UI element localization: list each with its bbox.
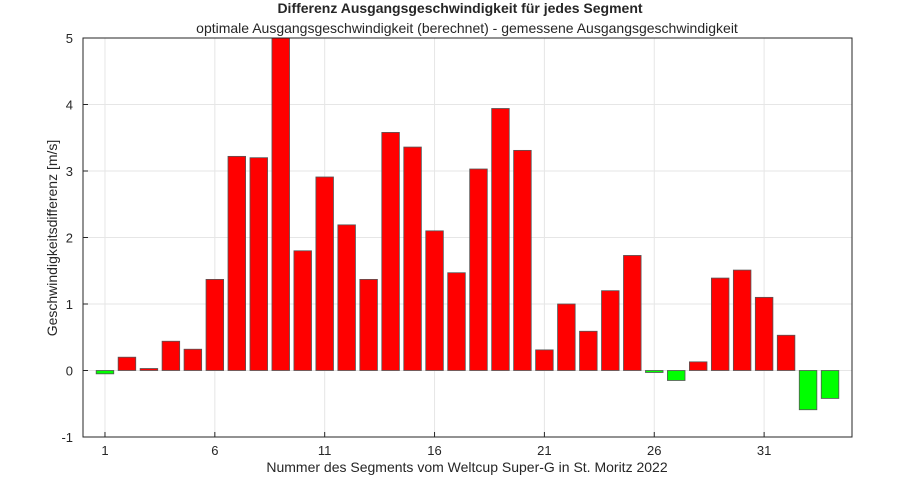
y-tick-label: 1 — [66, 297, 73, 312]
bar-segment-3 — [139, 368, 159, 371]
x-tick-label: 31 — [757, 443, 771, 458]
x-tick-label: 1 — [101, 443, 108, 458]
y-tick-label: 3 — [66, 164, 73, 179]
bar-segment-11 — [315, 176, 334, 371]
bar-segment-4 — [161, 340, 181, 371]
y-tick-label: 0 — [66, 364, 73, 379]
bar-segment-7 — [227, 155, 246, 371]
y-tick-label: 4 — [66, 98, 73, 113]
bar-segment-31 — [754, 296, 774, 371]
bar-segment-17 — [447, 272, 466, 371]
bar-segment-24 — [601, 290, 620, 371]
x-axis-label: Nummer des Segments vom Weltcup Super-G … — [266, 459, 667, 475]
bar-segment-2 — [117, 356, 137, 371]
bar-segment-14 — [381, 132, 400, 371]
bar-segment-34 — [820, 370, 840, 399]
bar-segment-5 — [183, 348, 203, 371]
x-tick-label: 21 — [537, 443, 551, 458]
bar-segment-25 — [623, 255, 642, 371]
bar-segment-12 — [337, 224, 356, 371]
bar-segment-20 — [513, 149, 532, 371]
bar-segment-33 — [798, 370, 818, 411]
bar-segment-28 — [689, 361, 708, 371]
chart-title: Differenz Ausgangsgeschwindigkeit für je… — [277, 0, 642, 16]
bar-segment-27 — [667, 370, 686, 381]
x-tick-label: 16 — [427, 443, 441, 458]
bar-segment-6 — [205, 278, 225, 371]
y-tick-label: 5 — [66, 31, 73, 46]
bar-segment-13 — [359, 278, 378, 371]
bar-segment-16 — [425, 230, 444, 371]
bar-segment-1 — [95, 370, 115, 375]
bar-segment-30 — [732, 269, 752, 371]
bar-segment-10 — [293, 250, 312, 371]
bar-segment-19 — [491, 108, 510, 371]
bar-segment-32 — [776, 334, 796, 371]
bar-segment-26 — [645, 370, 664, 373]
grid — [83, 37, 852, 438]
bar-segment-29 — [710, 277, 730, 371]
y-tick-label: 2 — [66, 231, 73, 246]
bar-segment-8 — [249, 157, 268, 371]
bar-segment-21 — [535, 349, 554, 371]
x-tick-label: 26 — [647, 443, 661, 458]
y-axis-label: Geschwindigkeitsdifferenz [m/s] — [44, 140, 60, 337]
bar-segment-9 — [271, 37, 290, 371]
x-tick-label: 6 — [211, 443, 218, 458]
bar-segment-23 — [579, 330, 598, 371]
bar-segment-15 — [403, 146, 422, 371]
bar-segment-22 — [557, 303, 576, 371]
chart-subtitle: optimale Ausgangsgeschwindigkeit (berech… — [196, 20, 738, 36]
y-tick-label: -1 — [61, 430, 73, 445]
bars — [95, 37, 840, 411]
bar-segment-18 — [469, 168, 488, 371]
x-tick-label: 11 — [318, 443, 332, 458]
